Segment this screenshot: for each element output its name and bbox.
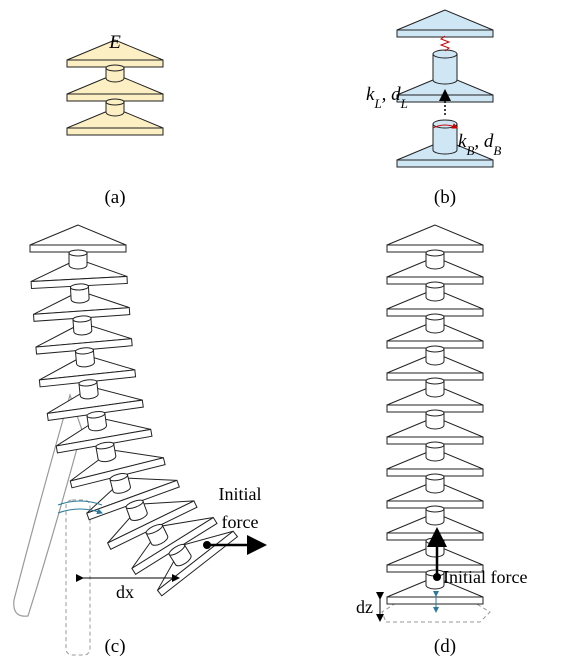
joint-top bbox=[69, 250, 87, 256]
joint-top bbox=[70, 283, 88, 290]
label: Initial bbox=[219, 484, 262, 504]
label-part: dz bbox=[356, 597, 373, 617]
caption: (b) bbox=[434, 187, 456, 208]
label-part: B bbox=[493, 143, 501, 158]
tube bbox=[14, 395, 82, 616]
label: kL, dL bbox=[366, 84, 408, 111]
label-part: d bbox=[391, 84, 401, 105]
figure: E kL, dL kB, dB Initial force dx Initial… bbox=[0, 0, 567, 661]
joint-top bbox=[426, 282, 444, 288]
label-part: , bbox=[382, 84, 392, 105]
joint-top bbox=[106, 99, 124, 105]
joint-top bbox=[106, 65, 124, 71]
modules bbox=[30, 10, 493, 604]
module bbox=[397, 10, 493, 37]
joint-top bbox=[426, 378, 444, 384]
label: Initial force bbox=[443, 567, 527, 587]
spring bbox=[441, 36, 449, 51]
label-part: L bbox=[400, 96, 408, 111]
label-part: L bbox=[373, 96, 381, 111]
module bbox=[30, 225, 126, 269]
pyramid bbox=[397, 10, 493, 30]
plate bbox=[397, 160, 493, 167]
joint-top bbox=[426, 442, 444, 448]
label-part: E bbox=[108, 32, 121, 53]
plate bbox=[67, 128, 163, 135]
cylinder-top bbox=[433, 50, 457, 58]
pyramid bbox=[387, 225, 483, 245]
caption: (c) bbox=[104, 636, 125, 657]
plate bbox=[387, 597, 483, 604]
label-part: dx bbox=[116, 582, 134, 602]
label-part: B bbox=[466, 143, 474, 158]
caption: (d) bbox=[434, 636, 456, 657]
force-point bbox=[433, 573, 441, 581]
plate bbox=[397, 30, 493, 37]
joint-top bbox=[426, 314, 444, 320]
label: E bbox=[108, 32, 121, 53]
joint-top bbox=[426, 538, 444, 544]
label-part: , bbox=[474, 131, 484, 152]
joint-top bbox=[426, 346, 444, 352]
label: dx bbox=[116, 582, 134, 602]
force-point bbox=[203, 541, 211, 549]
label: force bbox=[222, 512, 259, 532]
label-part: Initial bbox=[219, 484, 262, 504]
joint-top bbox=[426, 410, 444, 416]
label-part: d bbox=[484, 131, 494, 152]
module bbox=[387, 225, 483, 269]
label-part: Initial force bbox=[443, 567, 527, 587]
label-part: force bbox=[222, 512, 259, 532]
joint-top bbox=[426, 250, 444, 256]
label: dz bbox=[356, 597, 373, 617]
joint-top bbox=[426, 474, 444, 480]
joint-top bbox=[426, 506, 444, 512]
caption: (a) bbox=[104, 187, 125, 208]
pyramid bbox=[30, 225, 126, 245]
